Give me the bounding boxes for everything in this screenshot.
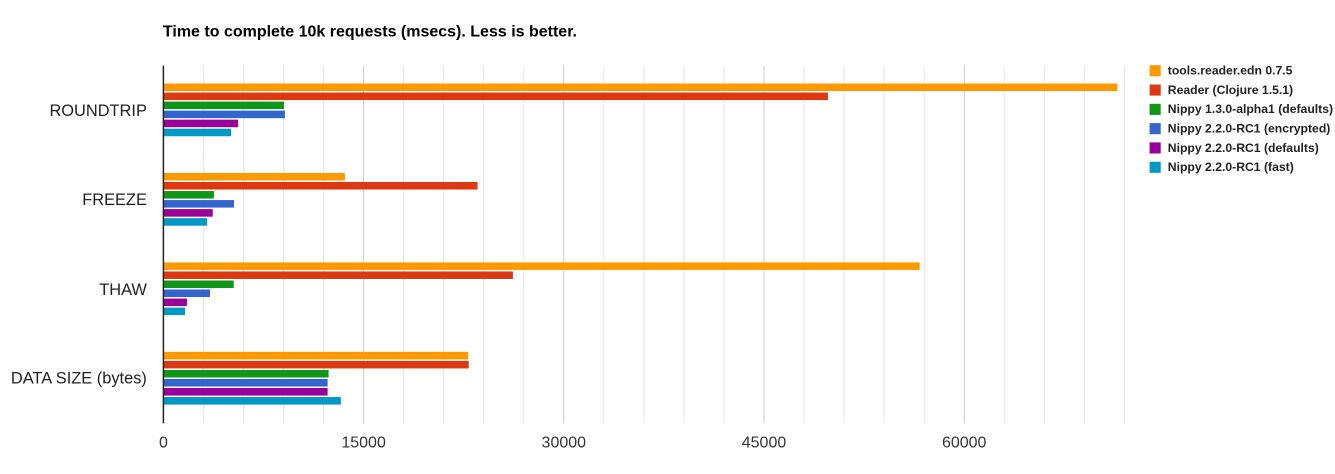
svg-text:Nippy 2.2.0-RC1 (encrypted): Nippy 2.2.0-RC1 (encrypted)	[1168, 122, 1331, 136]
svg-text:45000: 45000	[742, 435, 787, 452]
svg-text:DATA SIZE (bytes): DATA SIZE (bytes)	[11, 369, 147, 387]
svg-text:0: 0	[159, 435, 168, 452]
svg-text:Reader (Clojure 1.5.1): Reader (Clojure 1.5.1)	[1168, 83, 1293, 97]
svg-text:Time to complete 10k requests: Time to complete 10k requests (msecs). L…	[163, 24, 577, 41]
svg-text:60000: 60000	[942, 435, 987, 452]
svg-text:Nippy 2.2.0-RC1 (fast): Nippy 2.2.0-RC1 (fast)	[1168, 160, 1294, 174]
svg-text:ROUNDTRIP: ROUNDTRIP	[49, 102, 146, 120]
svg-text:30000: 30000	[542, 435, 587, 452]
svg-text:THAW: THAW	[99, 281, 147, 299]
svg-text:15000: 15000	[341, 435, 386, 452]
svg-text:FREEZE: FREEZE	[82, 191, 147, 209]
svg-text:Nippy 1.3.0-alpha1 (defaults): Nippy 1.3.0-alpha1 (defaults)	[1168, 102, 1333, 116]
svg-text:Nippy 2.2.0-RC1 (defaults): Nippy 2.2.0-RC1 (defaults)	[1168, 141, 1319, 155]
svg-text:tools.reader.edn 0.7.5: tools.reader.edn 0.7.5	[1168, 64, 1293, 78]
